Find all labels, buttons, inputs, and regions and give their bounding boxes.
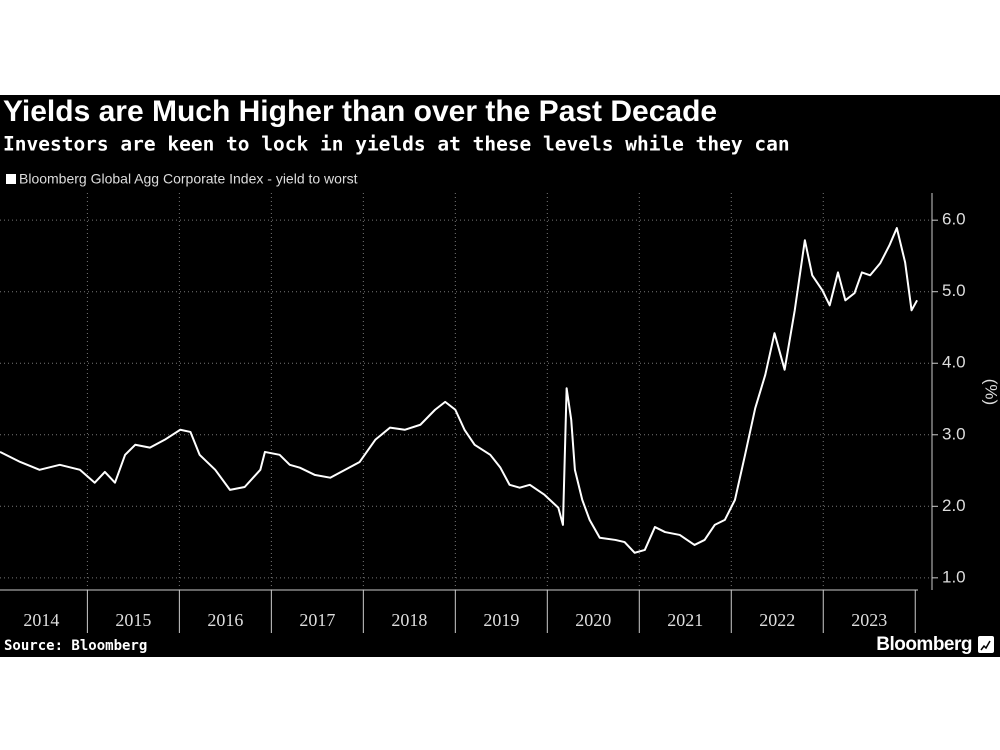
y-tick-label: 4.0 xyxy=(942,353,966,372)
chart-background xyxy=(0,95,1000,657)
y-tick-label: 6.0 xyxy=(942,210,966,229)
x-tick-label: 2015 xyxy=(115,610,151,630)
brand-logo: Bloomberg xyxy=(876,634,972,655)
x-tick-label: 2023 xyxy=(851,610,887,630)
brand-icon xyxy=(978,636,994,653)
y-tick-label: 2.0 xyxy=(942,496,966,515)
x-tick-label: 2021 xyxy=(667,610,703,630)
series-line xyxy=(0,227,918,554)
x-tick-label: 2016 xyxy=(207,610,243,630)
chart-subtitle: Investors are keen to lock in yields at … xyxy=(3,133,790,156)
y-tick-label: 3.0 xyxy=(942,424,966,443)
y-tick-label: 5.0 xyxy=(942,281,966,300)
x-tick-label: 2019 xyxy=(483,610,519,630)
source: Source: Bloomberg xyxy=(4,638,147,654)
x-tick-label: 2022 xyxy=(759,610,795,630)
y-axis-label: (%) xyxy=(982,379,1000,405)
chart-title: Yields are Much Higher than over the Pas… xyxy=(3,95,717,128)
legend-label: Bloomberg Global Agg Corporate Index - y… xyxy=(19,171,358,187)
x-tick-label: 2018 xyxy=(391,610,427,630)
x-tick-label: 2017 xyxy=(299,610,335,630)
x-tick-label: 2014 xyxy=(23,610,59,630)
x-tick-label: 2020 xyxy=(575,610,611,630)
y-tick-label: 1.0 xyxy=(942,567,966,586)
brand-icon-glyph xyxy=(980,640,991,651)
legend-swatch xyxy=(6,174,16,184)
